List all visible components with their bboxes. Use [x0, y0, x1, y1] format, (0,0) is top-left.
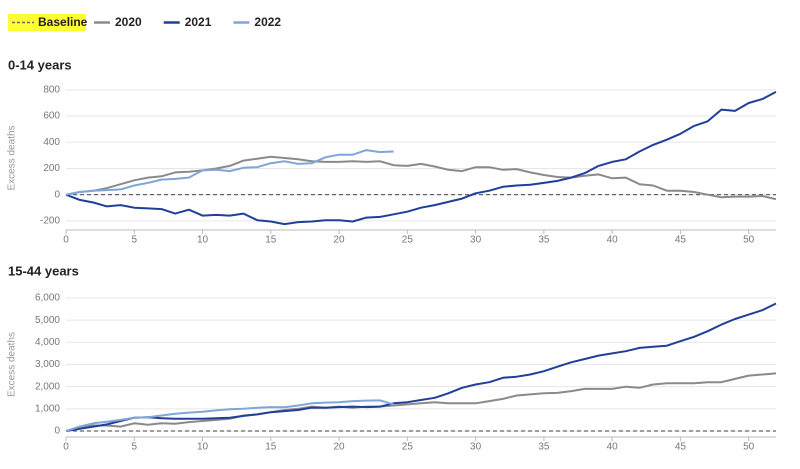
panel-title: 15-44 years	[8, 263, 79, 278]
x-tick-label: 15	[265, 235, 277, 246]
series-line	[65, 155, 777, 201]
series-line	[65, 372, 777, 432]
x-tick-label: 45	[675, 442, 687, 453]
x-tick-label: 30	[470, 235, 482, 246]
y-tick-label: 0	[54, 189, 60, 200]
x-tick-label: 15	[265, 442, 277, 453]
series-line	[65, 91, 777, 226]
series-line	[65, 302, 777, 432]
x-tick-label: 10	[197, 442, 209, 453]
x-tick-label: 45	[675, 235, 687, 246]
x-tick-label: 5	[131, 235, 137, 246]
x-tick-label: 25	[402, 235, 414, 246]
y-tick-label: 2,000	[35, 381, 60, 392]
panel-title: 0-14 years	[8, 57, 72, 72]
legend-label: 2022	[254, 15, 281, 29]
x-tick-label: 40	[607, 442, 619, 453]
x-tick-label: 5	[131, 442, 137, 453]
x-tick-label: 40	[607, 235, 619, 246]
y-tick-label: 6,000	[35, 293, 60, 304]
y-tick-label: 4,000	[35, 337, 60, 348]
y-tick-label: 3,000	[35, 359, 60, 370]
series-line	[65, 399, 394, 432]
y-axis-label: Excess deaths	[7, 125, 18, 190]
x-tick-label: 20	[334, 442, 346, 453]
legend-label: 2020	[115, 15, 142, 29]
x-tick-label: 35	[538, 442, 550, 453]
x-tick-label: 20	[334, 235, 346, 246]
y-tick-label: 200	[43, 163, 60, 174]
x-tick-label: 25	[402, 442, 414, 453]
x-tick-label: 30	[470, 442, 482, 453]
x-tick-label: 0	[63, 235, 69, 246]
legend-highlight	[8, 14, 86, 31]
legend-label: 2021	[185, 15, 212, 29]
y-tick-label: 1,000	[35, 403, 60, 414]
x-tick-label: 50	[743, 235, 755, 246]
y-tick-label: 400	[43, 137, 60, 148]
series-line	[65, 149, 394, 196]
y-tick-label: -200	[40, 215, 60, 226]
x-tick-label: 50	[743, 442, 755, 453]
y-tick-label: 600	[43, 111, 60, 122]
y-tick-label: 5,000	[35, 315, 60, 326]
x-tick-label: 10	[197, 235, 209, 246]
y-axis-label: Excess deaths	[7, 332, 18, 397]
legend-label: Baseline	[38, 15, 88, 29]
x-tick-label: 35	[538, 235, 550, 246]
y-tick-label: 800	[43, 85, 60, 96]
x-tick-label: 0	[63, 442, 69, 453]
y-tick-label: 0	[54, 426, 60, 437]
